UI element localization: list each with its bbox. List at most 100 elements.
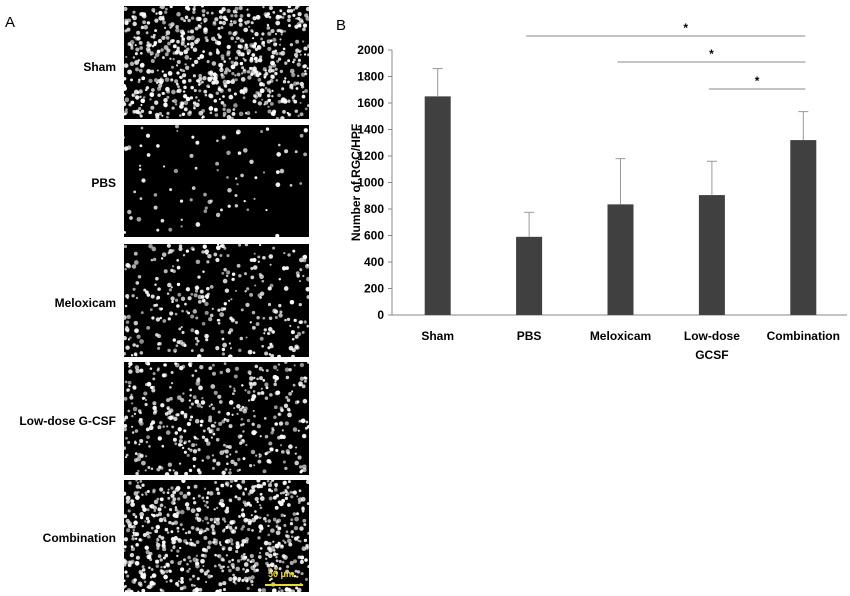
nucleus [130,502,135,507]
nucleus [282,47,286,51]
nucleus [154,112,160,118]
nucleus [181,31,186,36]
nucleus [178,244,183,248]
nucleus [203,89,208,94]
nucleus [230,60,234,64]
nucleus [235,541,240,546]
nucleus [209,517,214,522]
nucleus [233,30,238,35]
nucleus [178,439,183,444]
nucleus [284,318,287,322]
nucleus [176,530,180,533]
nucleus [148,43,153,47]
nucleus [150,59,155,63]
nucleus [225,554,229,557]
nucleus [226,150,231,156]
nucleus [272,588,276,592]
nucleus [190,29,194,34]
nucleus [133,251,138,256]
nucleus [253,252,256,255]
nucleus [297,114,300,118]
nucleus [196,507,202,513]
y-tick-label: 200 [364,282,384,296]
nucleus [295,586,299,590]
nucleus [156,295,161,300]
nucleus [171,99,175,103]
nucleus [129,40,135,45]
nucleus [283,251,286,255]
nucleus [234,320,238,325]
nucleus [141,568,146,572]
nucleus [250,575,255,580]
nucleus [256,500,259,504]
bar [790,140,817,315]
nucleus [235,549,239,554]
nucleus [137,106,142,111]
nucleus [142,20,146,25]
nucleus [144,469,147,472]
nucleus [125,108,128,111]
nucleus [175,27,180,33]
nucleus [278,413,281,416]
nucleus [251,325,256,330]
nucleus [301,330,305,334]
nucleus [232,9,237,14]
nucleus [237,44,242,49]
nucleus [164,506,166,509]
nucleus [127,338,130,341]
nucleus [194,336,198,341]
nucleus [165,86,170,92]
nucleus [266,563,271,568]
nucleus [289,299,295,305]
nucleus [145,86,150,90]
nucleus [154,529,159,534]
nucleus [259,504,262,507]
nucleus [294,345,299,350]
nucleus [272,11,276,14]
x-tick-label: Low-dose [684,329,740,343]
nucleus [192,464,196,468]
nucleus [280,50,286,56]
nucleus [193,104,196,108]
nucleus [206,441,211,446]
nucleus [248,463,253,468]
nucleus [278,559,282,563]
nucleus [295,271,300,276]
nucleus [299,182,303,185]
nucleus [249,376,254,381]
nucleus [278,567,282,571]
nucleus [228,69,232,73]
nucleus [267,519,271,523]
nucleus [217,394,222,399]
nucleus [276,29,280,33]
nucleus [228,94,234,100]
nucleus [157,512,163,517]
nucleus [134,537,138,540]
nucleus [302,23,308,28]
nucleus [241,384,244,387]
nucleus [220,329,225,334]
nucleus [181,309,184,313]
y-axis-label: Number of RGC/HPF [349,124,363,241]
nucleus [131,402,134,405]
nucleus [189,538,193,541]
nucleus [187,439,191,443]
nucleus [253,464,256,467]
nucleus [233,389,236,393]
nucleus [219,253,223,258]
nucleus [152,10,156,13]
nucleus [246,208,250,211]
nucleus [307,531,309,536]
nucleus [222,529,226,533]
nucleus [216,461,221,466]
nucleus [220,484,223,487]
nucleus [216,244,220,246]
nucleus [304,558,308,562]
nucleus [225,482,228,485]
nucleus [258,272,262,277]
nucleus [303,152,307,157]
nucleus [167,317,171,321]
nucleus [176,510,181,514]
nucleus [297,539,300,542]
nucleus [223,82,228,87]
